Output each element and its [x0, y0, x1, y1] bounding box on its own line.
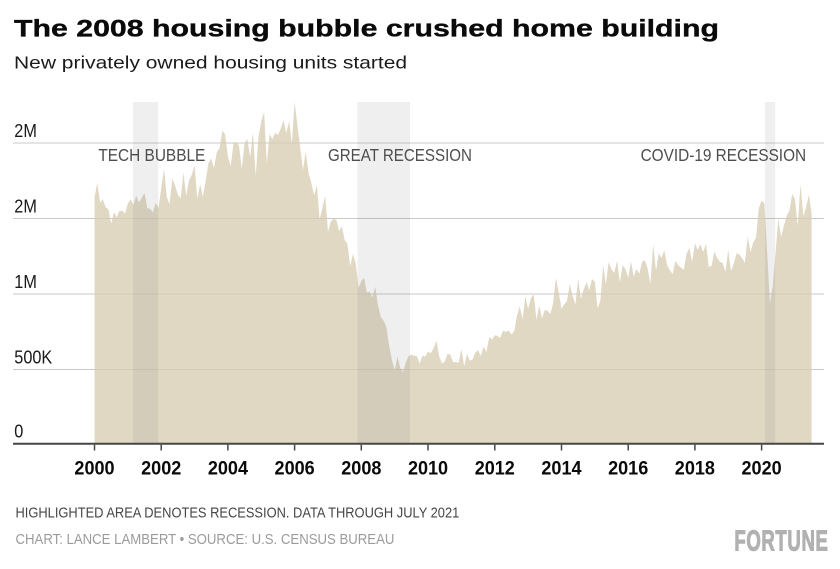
svg-text:The 2008 housing bubble crushe: The 2008 housing bubble crushed home bui…: [14, 15, 719, 42]
svg-text:2006: 2006: [275, 457, 315, 479]
svg-text:2020: 2020: [742, 457, 782, 479]
svg-text:2012: 2012: [475, 457, 515, 479]
svg-text:TECH BUBBLE: TECH BUBBLE: [98, 145, 205, 165]
svg-text:FORTUNE: FORTUNE: [734, 525, 828, 557]
svg-text:500K: 500K: [14, 346, 52, 367]
svg-text:New privately owned housing un: New privately owned housing units starte…: [14, 54, 407, 73]
svg-text:2000: 2000: [74, 457, 114, 479]
svg-text:COVID-19 RECESSION: COVID-19 RECESSION: [641, 145, 807, 165]
svg-text:CHART: LANCE LAMBERT • SOURCE:: CHART: LANCE LAMBERT • SOURCE: U.S. CENS…: [15, 530, 394, 547]
svg-text:2002: 2002: [141, 457, 181, 479]
svg-text:1M: 1M: [14, 271, 37, 292]
svg-text:2004: 2004: [208, 457, 249, 479]
svg-text:2018: 2018: [675, 457, 715, 479]
svg-text:2016: 2016: [608, 457, 648, 479]
svg-text:GREAT RECESSION: GREAT RECESSION: [328, 146, 472, 165]
svg-text:2010: 2010: [408, 457, 448, 479]
svg-text:2M: 2M: [14, 120, 37, 141]
svg-text:2008: 2008: [341, 457, 381, 479]
svg-text:2014: 2014: [541, 457, 582, 479]
svg-text:2M: 2M: [14, 195, 37, 216]
svg-text:HIGHLIGHTED AREA DENOTES RECES: HIGHLIGHTED AREA DENOTES RECESSION. DATA…: [16, 504, 460, 521]
svg-text:0: 0: [14, 420, 23, 441]
